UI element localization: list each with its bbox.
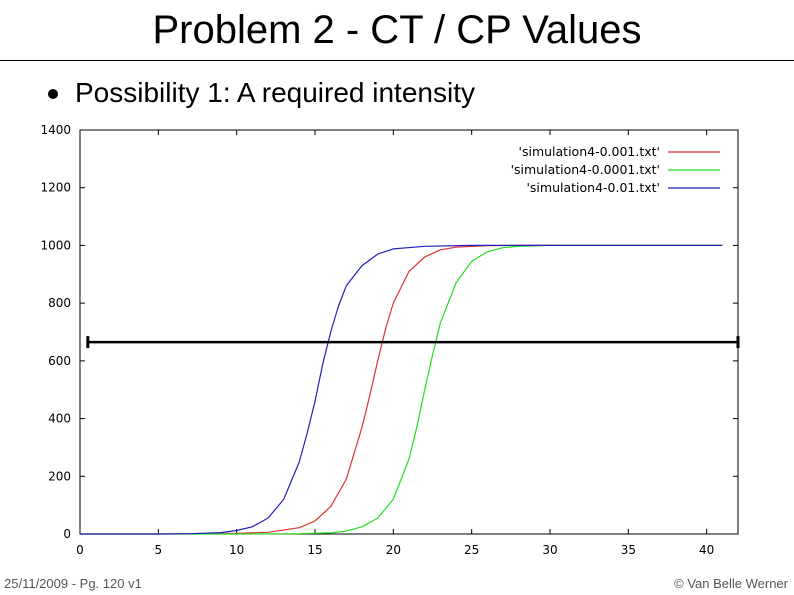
title-divider: [0, 60, 794, 61]
y-tick-label: 200: [48, 469, 71, 483]
y-tick-label: 1200: [40, 181, 71, 195]
bullet-dot: [48, 89, 58, 99]
y-tick-label: 1000: [40, 238, 71, 252]
series-lines: [80, 244, 723, 535]
x-tick-label: 20: [386, 543, 401, 557]
x-axis-ticks: 0 5 10 15 20 25 30 35 40: [76, 130, 714, 557]
y-tick-label: 600: [48, 354, 71, 368]
line-chart: 0 5 10 15 20 25 30 35 40 0 200 400 600 800 1000 1200 14…: [40, 123, 740, 557]
x-tick-label: 10: [229, 543, 244, 557]
series-line-1: [80, 244, 723, 535]
bullet-text: Possibility 1: A required intensity: [75, 77, 475, 108]
y-tick-label: 400: [48, 412, 71, 426]
slide-title: Problem 2 - CT / CP Values: [152, 8, 642, 52]
x-tick-label: 5: [155, 543, 163, 557]
y-axis-ticks: 0 200 400 600 800 1000 1200 1400: [40, 123, 738, 541]
chart-legend: 'simulation4-0.001.txt' 'simulation4-0.00…: [511, 144, 720, 195]
y-tick-label: 1400: [40, 123, 71, 137]
legend-label-2: 'simulation4-0.0001.txt': [511, 162, 660, 177]
threshold-line: [86, 336, 740, 349]
footer-date: 25/11/2009 - Pg. 120 v1: [4, 576, 142, 591]
x-tick-label: 30: [542, 543, 557, 557]
x-tick-label: 0: [76, 543, 84, 557]
x-tick-label: 15: [307, 543, 322, 557]
legend-label-3: 'simulation4-0.01.txt': [526, 180, 660, 195]
legend-label-1: 'simulation4-0.001.txt': [519, 144, 660, 159]
x-tick-label: 40: [699, 543, 714, 557]
x-tick-label: 35: [621, 543, 636, 557]
footer-copyright: © Van Belle Werner: [674, 576, 788, 591]
y-tick-label: 0: [63, 527, 71, 541]
series-line-3: [80, 244, 723, 535]
x-tick-label: 25: [464, 543, 479, 557]
series-line-2: [80, 244, 723, 535]
plot-frame: [79, 129, 739, 535]
plot-border: [79, 129, 739, 535]
y-tick-label: 800: [48, 296, 71, 310]
